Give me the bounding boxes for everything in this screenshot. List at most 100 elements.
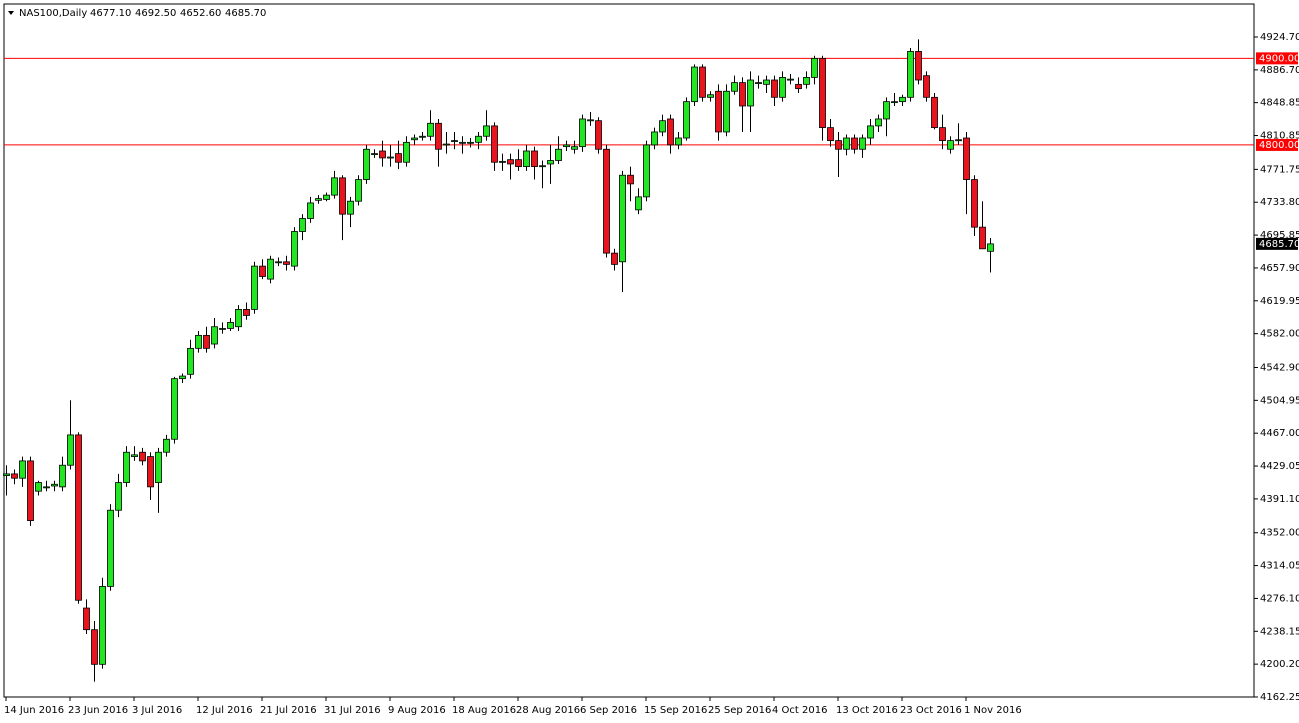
candle-body — [131, 454, 138, 457]
y-tick-label: 4467.00 — [1260, 428, 1299, 439]
y-tick-label: 4276.10 — [1260, 593, 1299, 604]
candle-body — [939, 127, 946, 142]
x-tick-label: 1 Nov 2016 — [964, 705, 1022, 716]
candle-body — [251, 265, 258, 310]
x-tick-label: 14 Jun 2016 — [4, 705, 64, 716]
y-tick-label: 4848.85 — [1260, 98, 1299, 109]
candle-body — [595, 120, 602, 150]
candle-body — [11, 473, 18, 479]
candle-body — [555, 148, 562, 161]
candle-body — [307, 202, 314, 219]
candle-body — [171, 378, 178, 440]
candle-body — [747, 79, 754, 107]
candle-body — [451, 140, 458, 143]
candle-body — [195, 334, 202, 349]
candle-body — [51, 483, 58, 487]
candle-body — [667, 118, 674, 146]
y-tick-label: 4582.00 — [1260, 329, 1299, 340]
x-tick-label: 9 Aug 2016 — [388, 705, 446, 716]
header-value: 4685.70 — [225, 8, 266, 19]
x-tick-label: 23 Oct 2016 — [900, 705, 962, 716]
y-tick-label: 4429.05 — [1260, 461, 1299, 472]
x-tick-label: 31 Jul 2016 — [324, 705, 381, 716]
y-tick-label: 4695.85 — [1260, 230, 1299, 241]
candle-body — [483, 125, 490, 137]
candle-body — [795, 83, 802, 90]
candle-body — [923, 75, 930, 98]
candle-body — [67, 434, 74, 466]
candle-body — [459, 141, 466, 144]
candle-body — [715, 90, 722, 133]
candle-body — [859, 137, 866, 150]
y-tick-label: 4733.80 — [1260, 197, 1299, 208]
candle-body — [707, 94, 714, 98]
candle-body — [395, 153, 402, 163]
candle-body — [891, 101, 898, 104]
plot-frame — [3, 3, 1255, 698]
y-tick-label: 4238.15 — [1260, 626, 1299, 637]
x-tick-label: 28 Aug 2016 — [516, 705, 580, 716]
candle-body — [763, 79, 770, 85]
candle-body — [739, 82, 746, 107]
y-tick-label: 4504.95 — [1260, 395, 1299, 406]
x-tick-label: 23 Jun 2016 — [68, 705, 128, 716]
candle-body — [435, 122, 442, 150]
candle-body — [75, 434, 82, 601]
candle-body — [507, 159, 514, 165]
candle-body — [115, 482, 122, 511]
level-label-box — [1256, 138, 1298, 151]
candle-body — [331, 177, 338, 196]
candle-body — [139, 451, 146, 462]
candle-body — [475, 135, 482, 143]
candle-body — [771, 79, 778, 98]
candle-body — [467, 141, 474, 144]
candle-body — [947, 140, 954, 150]
last-price-box — [1256, 237, 1298, 250]
candle-body — [811, 57, 818, 78]
candle-body — [563, 144, 570, 148]
candle-body — [683, 101, 690, 139]
candle-body — [211, 326, 218, 345]
y-tick-label: 4162.25 — [1260, 692, 1299, 703]
candle-body — [27, 460, 34, 522]
last-price-label: 4685.70 — [1259, 239, 1299, 250]
candle-body — [123, 451, 130, 483]
candle-body — [691, 66, 698, 103]
candle-body — [883, 101, 890, 120]
y-tick-label: 4352.00 — [1260, 528, 1299, 539]
candle-body — [867, 125, 874, 139]
menu-arrow[interactable] — [8, 11, 14, 15]
candle-body — [675, 137, 682, 146]
x-tick-label: 21 Jul 2016 — [260, 705, 317, 716]
x-tick-label: 25 Sep 2016 — [708, 705, 771, 716]
y-tick-label: 4810.85 — [1260, 131, 1299, 142]
header-value: 4652.60 — [180, 8, 221, 19]
candle-body — [587, 119, 594, 122]
candle-body — [411, 137, 418, 141]
candle-body — [843, 137, 850, 150]
candle-body — [643, 144, 650, 198]
level-label: 4800.00 — [1259, 140, 1299, 151]
candle-body — [979, 226, 986, 250]
candle-body — [427, 122, 434, 137]
candle-body — [819, 57, 826, 129]
candle-body — [403, 141, 410, 163]
candle-body — [355, 179, 362, 202]
candle-body — [931, 96, 938, 129]
candle-body — [315, 198, 322, 201]
candle-body — [59, 464, 66, 488]
header-value: 4677.10 — [90, 8, 131, 19]
candle-body — [611, 252, 618, 265]
candle-body — [499, 160, 506, 163]
candle-body — [299, 218, 306, 232]
candle-body — [659, 120, 666, 133]
candle-body — [147, 456, 154, 488]
x-tick-label: 6 Sep 2016 — [580, 705, 637, 716]
candle-body — [43, 486, 50, 489]
x-tick-label: 13 Oct 2016 — [836, 705, 898, 716]
x-tick-label: 15 Sep 2016 — [644, 705, 707, 716]
candle-body — [547, 160, 554, 165]
candle-body — [651, 131, 658, 146]
candle-body — [179, 375, 186, 380]
